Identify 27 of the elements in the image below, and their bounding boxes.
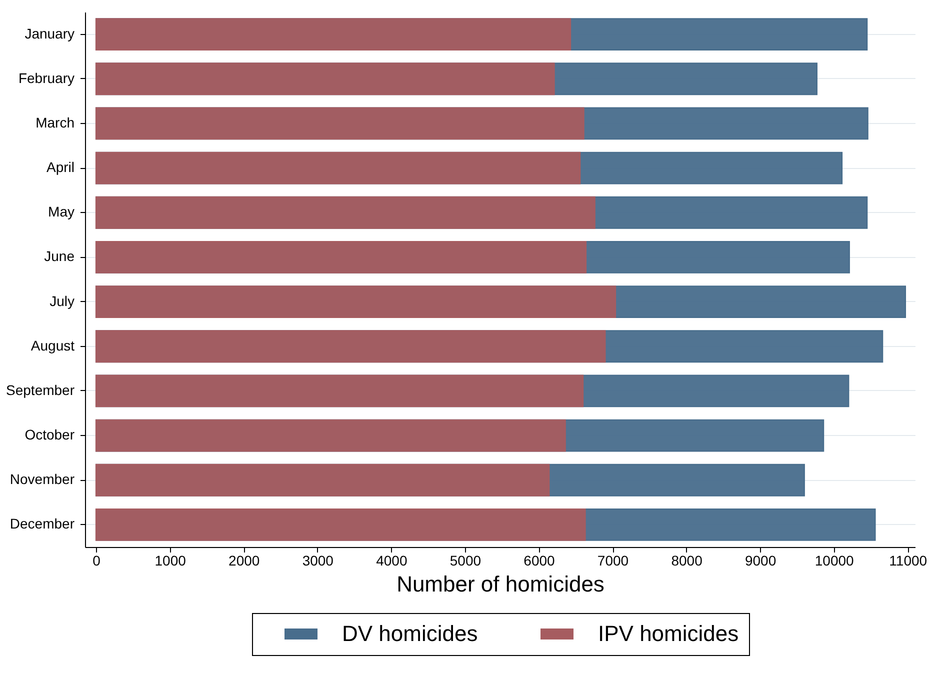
y-tick-label: November xyxy=(10,471,75,488)
x-tick-label: 0 xyxy=(92,552,101,568)
x-tick-label: 5000 xyxy=(450,552,482,568)
y-tick-label: March xyxy=(36,114,74,130)
x-tick-label: 6000 xyxy=(524,552,556,568)
y-tick-label: April xyxy=(46,159,74,176)
x-tick-label: 9000 xyxy=(744,552,776,568)
x-tick-label: 3000 xyxy=(302,552,334,568)
x-tick-label: 2000 xyxy=(228,552,260,568)
y-tick-label: May xyxy=(48,204,74,220)
y-tick-label: July xyxy=(50,292,74,309)
x-axis-title: Number of homicides xyxy=(396,572,604,596)
y-tick-label: June xyxy=(44,248,75,264)
y-tick-label: August xyxy=(30,337,75,354)
y-tick-label: September xyxy=(6,382,75,398)
x-tick-label: 4000 xyxy=(376,552,408,568)
legend-label: IPV homicides xyxy=(598,621,739,646)
y-tick-label: February xyxy=(18,70,74,86)
x-tick-label: 7000 xyxy=(597,552,629,568)
x-tick-label: 1000 xyxy=(154,552,186,568)
y-tick-label: January xyxy=(24,25,74,42)
x-tick-label: 11000 xyxy=(889,552,928,568)
x-tick-label: 8000 xyxy=(671,552,703,568)
legend-label: DV homicides xyxy=(342,621,478,646)
y-tick-label: December xyxy=(10,516,75,532)
x-tick-label: 10000 xyxy=(814,552,854,568)
y-tick-label: October xyxy=(24,426,75,443)
